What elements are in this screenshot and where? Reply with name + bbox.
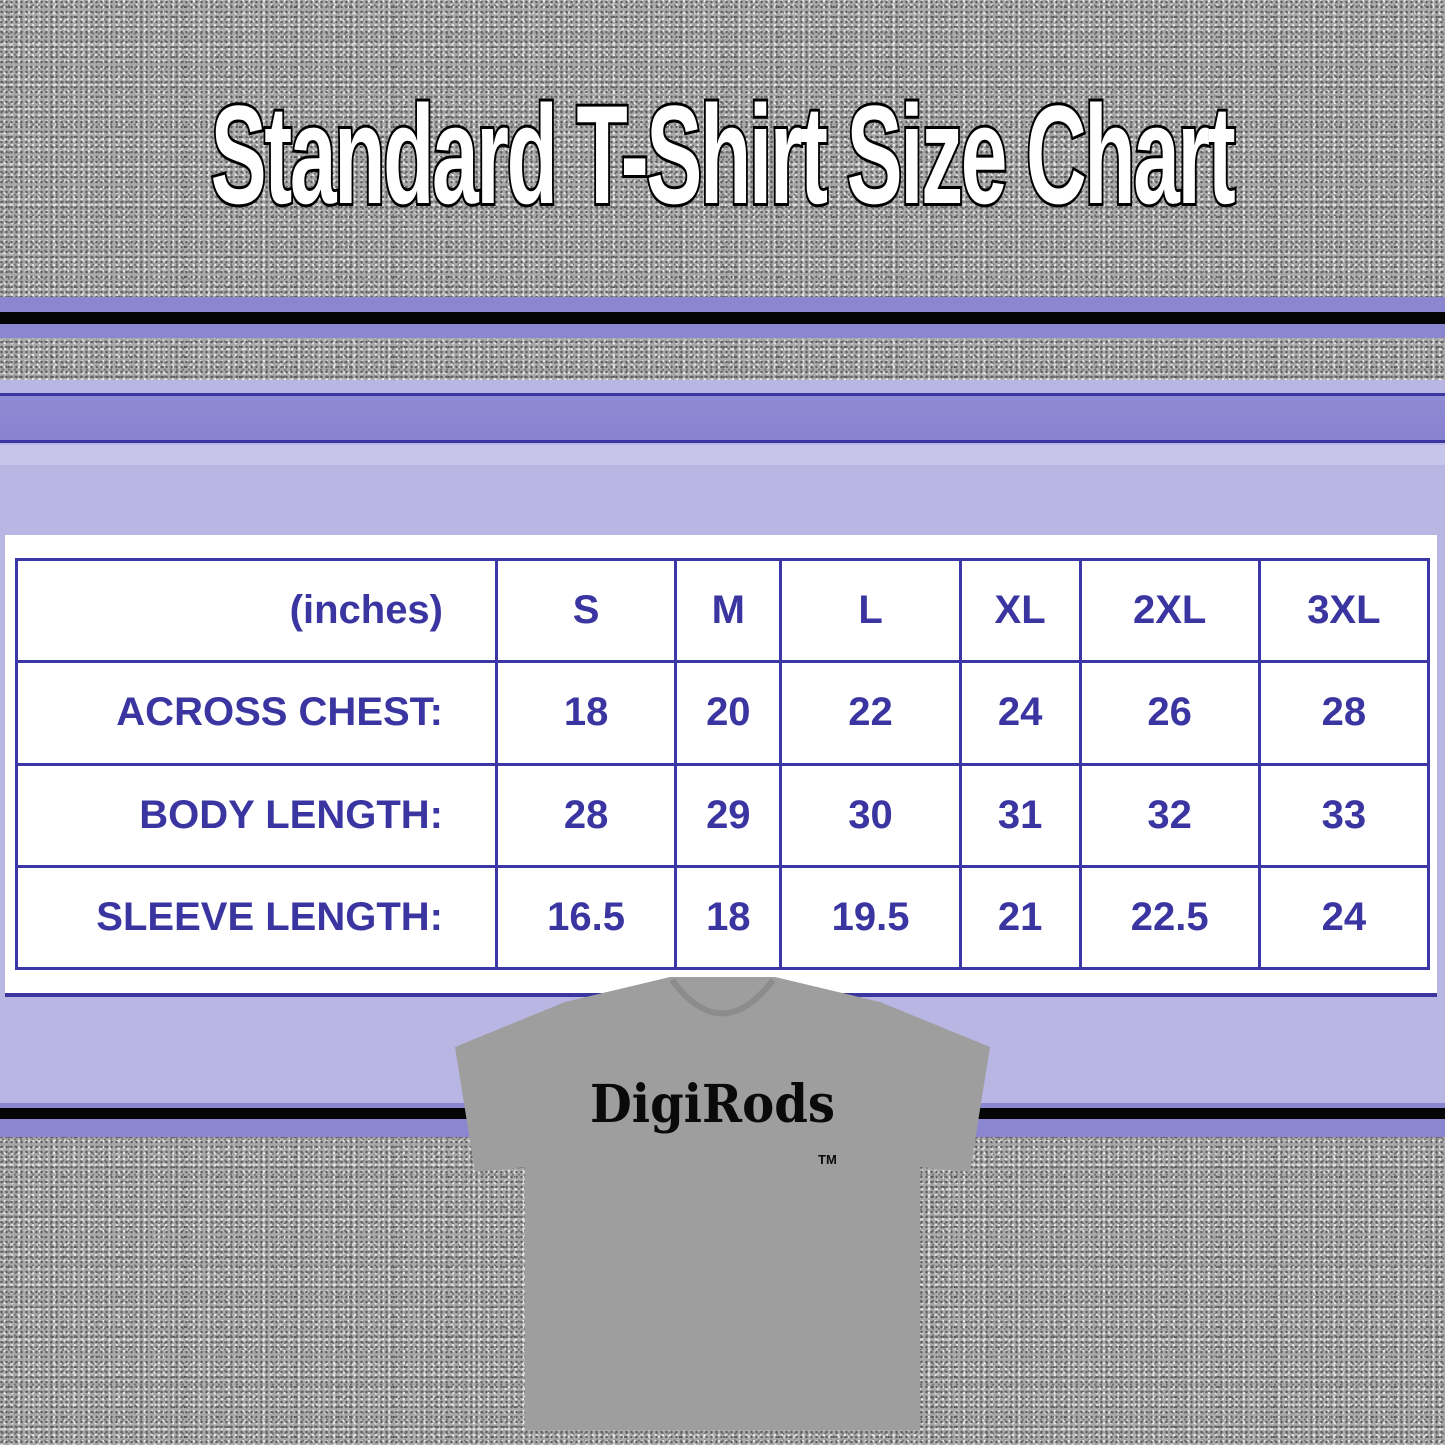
table-cell: 32	[1078, 762, 1261, 868]
table-cell: 16.5	[494, 864, 678, 971]
table-cell: 18	[674, 864, 783, 971]
table-row: ACROSS CHEST: 18 20 22 24 26 28	[15, 660, 1431, 766]
stripe-divider	[0, 312, 1445, 324]
table-cell: 28	[1257, 660, 1431, 766]
table-cell: 30	[779, 762, 962, 868]
size-header: L	[779, 557, 962, 664]
table-header-row: (inches) S M L XL 2XL 3XL	[15, 557, 1431, 664]
stripe-divider	[0, 324, 1445, 338]
size-header: S	[494, 557, 678, 664]
page-title: Standard T-Shirt Size Chart	[209, 76, 1238, 233]
panel-band	[0, 445, 1445, 465]
table-cell: 28	[494, 762, 678, 868]
panel-band	[0, 393, 1445, 443]
unit-header: (inches)	[15, 557, 498, 664]
table-cell: 18	[494, 660, 678, 766]
size-header: M	[674, 557, 783, 664]
brand-logo: DigiRods	[590, 1074, 835, 1135]
table-cell: 31	[958, 762, 1082, 868]
size-header: XL	[958, 557, 1082, 664]
row-label: SLEEVE LENGTH:	[15, 864, 498, 971]
table-row: BODY LENGTH: 28 29 30 31 32 33	[15, 762, 1431, 868]
table-row: SLEEVE LENGTH: 16.5 18 19.5 21 22.5 24	[15, 864, 1431, 971]
size-header: 2XL	[1078, 557, 1261, 664]
table-cell: 22.5	[1078, 864, 1261, 971]
table-cell: 22	[779, 660, 962, 766]
table-cell: 29	[674, 762, 783, 868]
table-cell: 19.5	[779, 864, 962, 971]
trademark-mark: TM	[818, 1152, 837, 1167]
table-cell: 21	[958, 864, 1082, 971]
table-cell: 24	[1257, 864, 1431, 971]
row-label: ACROSS CHEST:	[15, 660, 498, 766]
row-label: BODY LENGTH:	[15, 762, 498, 868]
stripe-divider	[0, 297, 1445, 312]
tshirt-image: DigiRods TM	[455, 977, 990, 1430]
table-cell: 20	[674, 660, 783, 766]
table-cell: 24	[958, 660, 1082, 766]
table-cell: 33	[1257, 762, 1431, 868]
table-cell: 26	[1078, 660, 1261, 766]
size-table: (inches) S M L XL 2XL 3XL ACROSS CHEST: …	[15, 557, 1431, 971]
size-header: 3XL	[1257, 557, 1431, 664]
